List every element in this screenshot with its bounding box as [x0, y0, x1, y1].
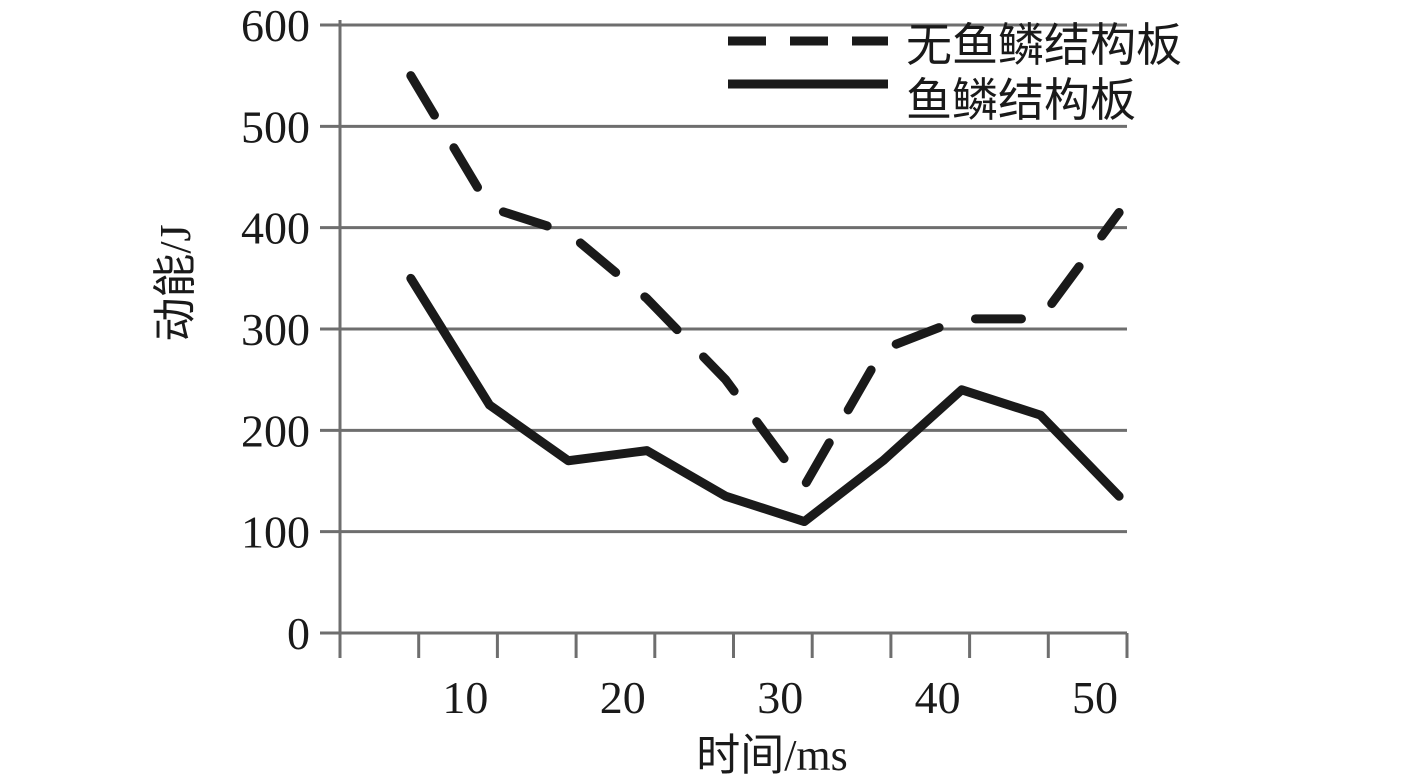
y-tick-label-200: 200: [241, 405, 310, 456]
x-tick-label-40: 40: [915, 672, 961, 723]
y-tick-label-600: 600: [241, 0, 310, 51]
y-tick-label-500: 500: [241, 101, 310, 152]
x-tick-label-50: 50: [1072, 672, 1118, 723]
y-tick-label-100: 100: [241, 507, 310, 558]
tick-labels: 0 100 200 300 400 500 600 10 20 30 40 50: [241, 0, 1118, 723]
x-axis-label: 时间/ms: [696, 731, 848, 780]
series-lines: [406, 71, 1124, 527]
y-axis-label: 动能/J: [151, 224, 200, 341]
legend-label-1: 无鱼鳞结构板: [906, 20, 1182, 71]
series-line-2: [406, 273, 1124, 527]
series-line-1: [406, 71, 1124, 491]
y-tick-label-0: 0: [287, 608, 310, 659]
y-tick-label-400: 400: [241, 203, 310, 254]
x-tick-label-10: 10: [442, 672, 488, 723]
x-tick-label-30: 30: [757, 672, 803, 723]
legend-label-2: 鱼鳞结构板: [906, 75, 1136, 126]
x-tick-label-20: 20: [600, 672, 646, 723]
gridlines: [340, 23, 1127, 534]
axes: [320, 20, 1129, 658]
y-tick-label-300: 300: [241, 304, 310, 355]
